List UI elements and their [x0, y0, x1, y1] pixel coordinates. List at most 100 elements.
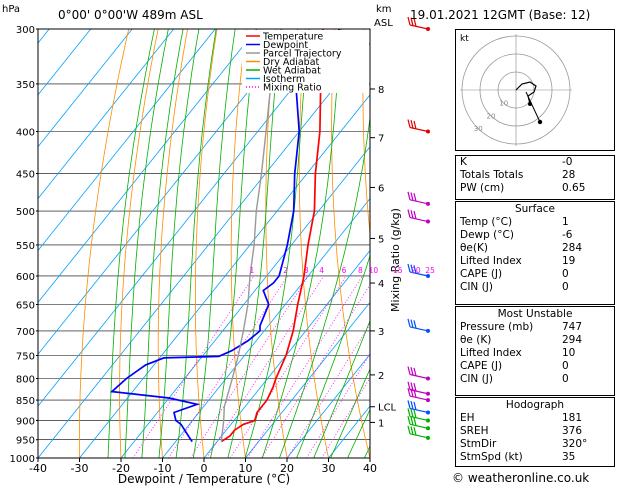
table-row: StmDir 320°	[456, 438, 614, 451]
pressure-tick-label: 500	[16, 207, 35, 218]
wind-barb-flag	[407, 209, 411, 218]
axes: 3003504004505005506006507007508008509009…	[10, 25, 397, 475]
mixing-ratio-label: 6	[342, 266, 347, 275]
wind-barb-flag	[410, 401, 414, 410]
surface-title: Surface	[514, 203, 555, 215]
wind-barb-flag	[410, 210, 414, 219]
legend-entry-label: Dewpoint	[263, 40, 308, 51]
row-label: PW (cm)	[460, 182, 505, 194]
wet-adiabat-line	[347, 408, 370, 458]
row-label: Lifted Index	[460, 255, 522, 267]
mixing-ratio-line	[229, 275, 347, 458]
mixing-ratio-label: 1	[250, 266, 255, 275]
table-row: CAPE (J) 0	[456, 268, 614, 281]
row-value: 28	[562, 169, 576, 181]
row-value: 0	[562, 373, 569, 385]
temp-tick-label: 0	[201, 462, 208, 475]
background-lines	[38, 4, 458, 475]
table-row: CIN (J) 0	[456, 373, 614, 386]
most-unstable-title: Most Unstable	[497, 308, 573, 320]
row-value: 284	[562, 242, 583, 254]
wind-barb-flag	[410, 120, 414, 129]
data-lines	[109, 29, 341, 443]
hodograph-stats-title: Hodograph	[505, 399, 565, 411]
wind-barb-flag	[407, 318, 411, 328]
dry-adiabat-line	[393, 4, 458, 475]
dry-adiabat-line	[362, 29, 370, 238]
wind-barb-flag	[413, 401, 417, 410]
row-label: CIN (J)	[460, 373, 493, 385]
pressure-tick-label: 950	[16, 436, 35, 447]
wet-adiabat-line	[158, 29, 200, 458]
wind-barb-flag	[413, 120, 417, 130]
isotherm-line	[245, 301, 370, 458]
mixing-ratio-label: 15	[393, 266, 403, 275]
temp-tick-label: 20	[280, 462, 294, 475]
wind-barb-flag	[410, 426, 414, 435]
mixing-ratio-label: 4	[319, 266, 324, 275]
wind-barb-flag	[413, 427, 417, 436]
x-axis-label: Dewpoint / Temperature (°C)	[118, 472, 290, 486]
wet-adiabat-line	[107, 29, 155, 458]
pressure-tick-label: 550	[16, 241, 35, 252]
row-label: StmDir	[460, 438, 497, 450]
surface-table: Temp (°C) 1 Dewp (°C) -6 θe(K) 284 Lifted Inde…	[456, 216, 614, 294]
wet-adiabat-line	[141, 29, 184, 458]
datetime-title: 19.01.2021 12GMT (Base: 12)	[410, 8, 590, 22]
temp-tick-label: -30	[71, 462, 89, 475]
row-value: 19	[562, 255, 576, 267]
wind-barb-flag	[407, 119, 411, 128]
row-value: 0	[562, 360, 569, 372]
mixing-ratio-label: 10	[369, 266, 379, 275]
storm-motion-vector	[525, 91, 541, 123]
pressure-tick-label: 700	[16, 327, 35, 338]
wind-barb-flag	[410, 319, 414, 328]
wind-barb-flag	[413, 320, 417, 329]
pressure-tick-label: 750	[16, 351, 35, 362]
mixing-ratio-line	[287, 323, 370, 458]
row-label: Lifted Index	[460, 347, 522, 359]
table-row: θe(K) 284	[456, 242, 614, 255]
wind-barb-flag	[410, 416, 414, 426]
series-dewpoint	[109, 29, 341, 443]
legend-entry-label: Wet Adiabat	[263, 66, 321, 77]
row-label: EH	[460, 412, 475, 424]
pressure-tick-label: 600	[16, 272, 35, 283]
mixing-ratio-axis-label: Mixing Ratio (g/kg)	[389, 208, 402, 312]
most-unstable-table: Pressure (mb) 747 θe (K) 294 Lifted Index 10 C…	[456, 321, 614, 386]
wet-adiabat-line	[296, 254, 370, 458]
temp-tick-label: 10	[239, 462, 253, 475]
row-value: -0	[562, 156, 573, 168]
indices-box: K -0 Totals Totals 28 PW (cm) 0.65	[455, 155, 615, 200]
dry-adiabat-line	[331, 29, 370, 458]
table-row: K -0	[456, 156, 614, 169]
table-row: CAPE (J) 0	[456, 360, 614, 373]
pressure-tick-label: 850	[16, 396, 35, 407]
pressure-tick-label: 900	[16, 416, 35, 427]
isotherm-line	[38, 29, 92, 96]
wet-adiabat-line	[210, 29, 257, 458]
hpa-label: hPa	[2, 4, 20, 15]
row-label: CAPE (J)	[460, 360, 503, 372]
indices-table: K -0 Totals Totals 28 PW (cm) 0.65	[456, 156, 614, 195]
km-tick-label: 5	[378, 234, 384, 245]
dry-adiabat-line	[157, 29, 189, 458]
mixing-ratio-line	[247, 275, 363, 458]
wind-barb-flag	[407, 400, 411, 409]
wind-barb-flag	[407, 387, 411, 397]
wet-adiabat-line	[175, 29, 217, 458]
mixing-ratio-line	[261, 283, 370, 458]
hodograph-unit: kt	[460, 34, 469, 44]
km-tick-label: 4	[378, 279, 384, 290]
row-value: 35	[562, 451, 576, 463]
row-label: Dewp (°C)	[460, 229, 514, 241]
row-label: θe (K)	[460, 334, 492, 346]
row-value: -6	[562, 229, 573, 241]
hodograph-stats-box: Hodograph EH 181 SREH 376 StmDir 320° StmSpd (…	[455, 397, 615, 467]
series-temperature	[220, 29, 324, 443]
table-row: PW (cm) 0.65	[456, 182, 614, 195]
table-row: StmSpd (kt) 35	[456, 451, 614, 464]
pressure-tick-label: 1000	[10, 454, 35, 465]
wind-barb-flag	[413, 265, 417, 274]
